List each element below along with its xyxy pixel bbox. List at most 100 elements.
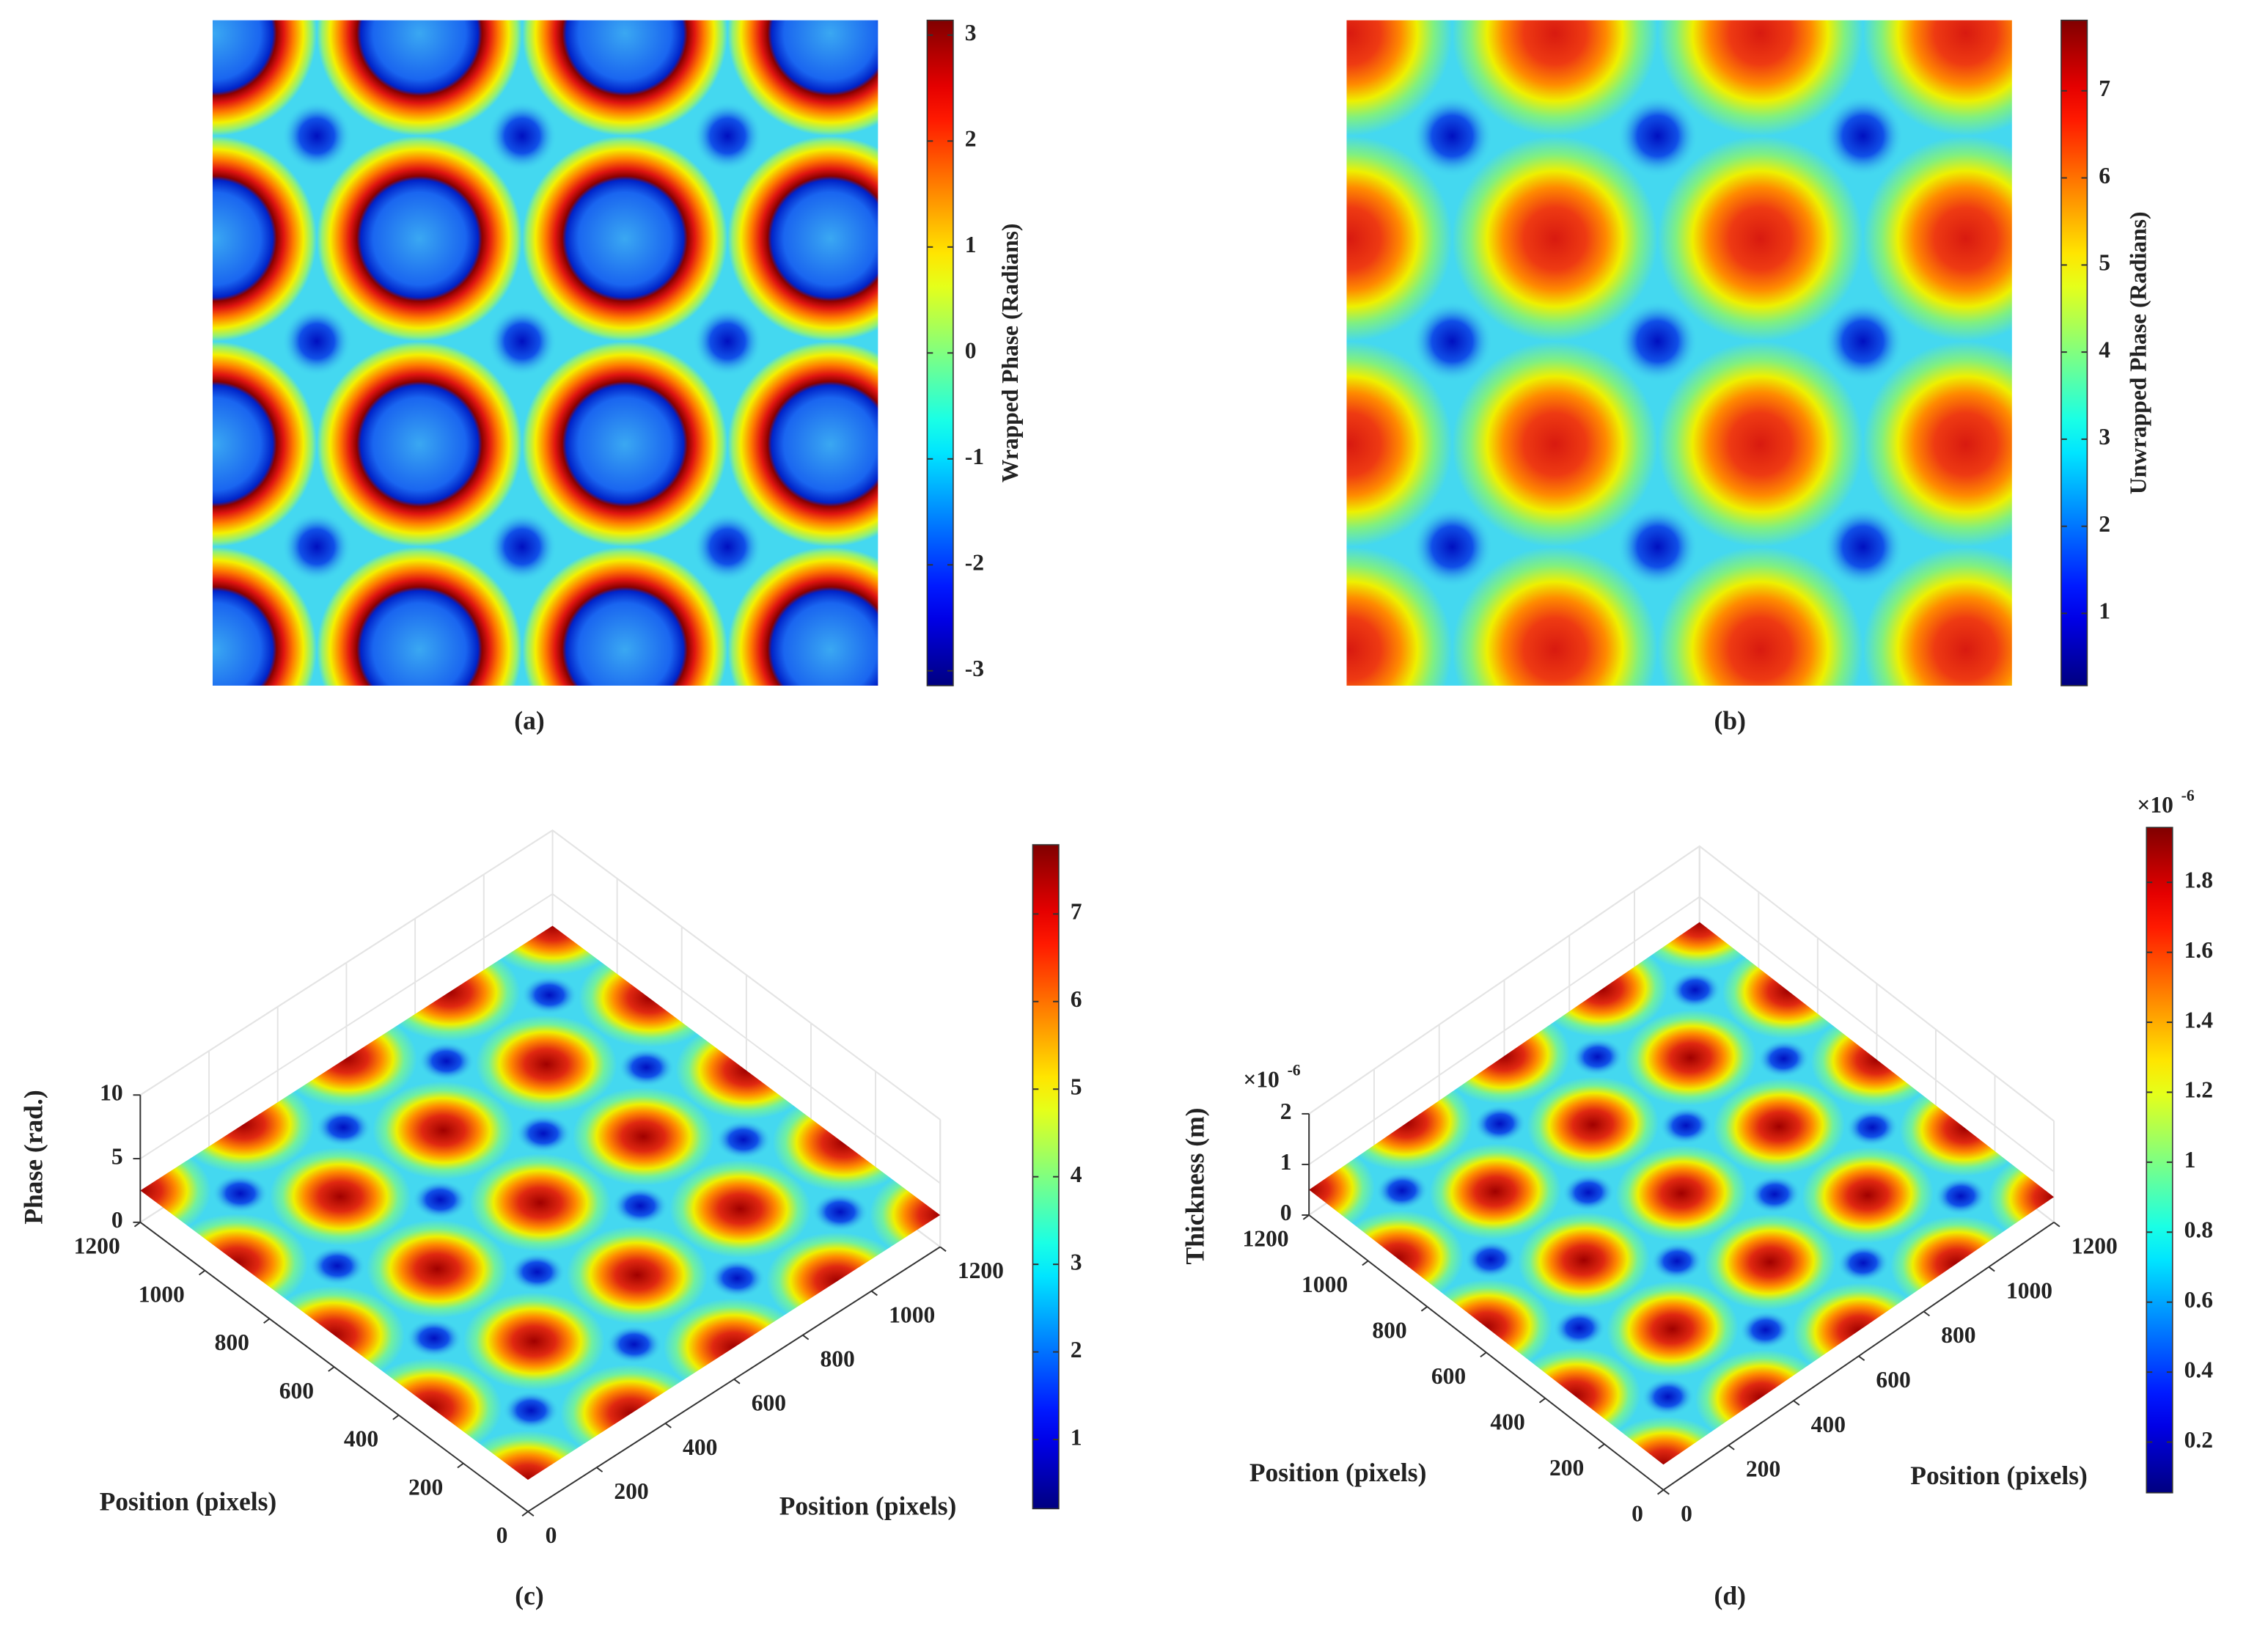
x-tick-label: 800 bbox=[1372, 1318, 1406, 1343]
x-tick-label: 200 bbox=[1549, 1455, 1584, 1481]
y-tick-label: 0 bbox=[546, 1522, 557, 1548]
colorbar-tick-label: 6 bbox=[2099, 163, 2110, 188]
colorbar-tick-label: -3 bbox=[965, 656, 984, 681]
z-axis-label: Thickness (m) bbox=[1180, 1108, 1209, 1265]
colorbar-tick-label: 5 bbox=[2099, 250, 2110, 276]
colorbar-exponent: -6 bbox=[2181, 787, 2195, 804]
colorbar-tick-label: 2 bbox=[965, 126, 977, 152]
x-tick bbox=[1538, 1398, 1546, 1404]
x-tick-label: 1000 bbox=[1302, 1272, 1348, 1297]
y-tick bbox=[1662, 1489, 1670, 1495]
x-tick-label: 1000 bbox=[139, 1281, 185, 1307]
z-axis-label: Phase (rad.) bbox=[18, 1090, 48, 1224]
z-tick-label: 10 bbox=[100, 1079, 123, 1105]
grid-line bbox=[1308, 895, 2055, 1173]
y-tick bbox=[870, 1290, 878, 1296]
y-tick bbox=[939, 1246, 947, 1252]
colorbar-tick-label: 2 bbox=[2099, 511, 2110, 537]
x-axis-label: Position (pixels) bbox=[100, 1487, 277, 1516]
grid-line bbox=[139, 829, 941, 1120]
colorbar-tick-label: 7 bbox=[1071, 899, 1082, 925]
colorbar-tick-label: 5 bbox=[1071, 1074, 1082, 1100]
y-tick-label: 200 bbox=[614, 1478, 648, 1504]
y-tick-label: 800 bbox=[1941, 1322, 1975, 1348]
y-tick bbox=[1793, 1400, 1800, 1406]
y-tick bbox=[1728, 1445, 1735, 1450]
y-tick-label: 1200 bbox=[958, 1258, 1004, 1283]
y-tick-label: 600 bbox=[752, 1390, 786, 1416]
colorbar-tick-label: 1.6 bbox=[2184, 937, 2213, 963]
colorbar-label: Unwrapped Phase (Radians) bbox=[2126, 211, 2151, 494]
x-tick bbox=[1656, 1489, 1665, 1495]
y-tick-label: 800 bbox=[820, 1346, 854, 1371]
y-tick bbox=[802, 1334, 810, 1340]
y-tick-label: 400 bbox=[1811, 1412, 1846, 1437]
x-tick-label: 200 bbox=[408, 1474, 443, 1500]
y-tick-label: 1000 bbox=[2006, 1277, 2052, 1303]
x-tick bbox=[1598, 1443, 1605, 1450]
colorbar bbox=[2146, 826, 2173, 1494]
y-tick-label: 1200 bbox=[2071, 1233, 2118, 1259]
x-tick bbox=[521, 1511, 529, 1517]
x-tick bbox=[263, 1318, 271, 1324]
colorbar-tick-label: 1 bbox=[965, 232, 977, 257]
x-tick-label: 600 bbox=[279, 1378, 314, 1404]
x-tick bbox=[457, 1462, 464, 1469]
y-tick bbox=[1988, 1266, 1995, 1272]
y-tick-label: 400 bbox=[683, 1434, 717, 1460]
colorbar-tick-label: 7 bbox=[2099, 76, 2110, 101]
x-tick bbox=[198, 1269, 206, 1276]
x-tick bbox=[1420, 1306, 1428, 1312]
surface bbox=[1309, 922, 2055, 1465]
y-tick bbox=[733, 1379, 741, 1384]
colorbar-tick-label: 1.4 bbox=[2184, 1007, 2214, 1032]
colorbar-tick-label: 1 bbox=[2099, 598, 2110, 624]
colorbar-tick-label: 3 bbox=[2099, 424, 2110, 450]
heatmap-image bbox=[1346, 20, 2012, 686]
colorbar-tick-label: 0.8 bbox=[2184, 1217, 2213, 1243]
z-tick-label: 1 bbox=[1280, 1149, 1292, 1175]
y-tick bbox=[1923, 1310, 1931, 1317]
colorbar-tick-label: 4 bbox=[2099, 337, 2110, 362]
y-tick-label: 0 bbox=[1681, 1501, 1692, 1527]
x-tick-label: 400 bbox=[344, 1426, 378, 1452]
x-tick-label: 800 bbox=[215, 1329, 249, 1355]
x-tick-label: 0 bbox=[496, 1522, 508, 1548]
colorbar-tick-label: 1 bbox=[1071, 1424, 1082, 1450]
panel-label: (c) bbox=[515, 1581, 543, 1610]
y-tick bbox=[527, 1511, 535, 1517]
x-tick-label: 400 bbox=[1490, 1409, 1524, 1435]
colorbar-tick-label: 0.4 bbox=[2184, 1357, 2214, 1382]
y-tick bbox=[596, 1467, 603, 1472]
z-tick-label: 5 bbox=[111, 1143, 123, 1169]
colorbar-tick-label: 2 bbox=[1071, 1337, 1082, 1362]
colorbar bbox=[2060, 19, 2088, 686]
surface bbox=[140, 925, 941, 1480]
z-tick-label: 2 bbox=[1280, 1098, 1292, 1124]
x-tick-label: 0 bbox=[1632, 1501, 1643, 1527]
x-axis-label: Position (pixels) bbox=[1249, 1458, 1427, 1487]
z-tick-label: 0 bbox=[111, 1207, 123, 1233]
panel-label: (d) bbox=[1714, 1581, 1746, 1610]
colorbar-multiplier: ×10 bbox=[2137, 792, 2173, 818]
colorbar-tick-label: 1.2 bbox=[2184, 1077, 2213, 1103]
x-tick-label: 1200 bbox=[1242, 1226, 1288, 1252]
z-exponent: -6 bbox=[1288, 1062, 1301, 1079]
colorbar-tick-label: 4 bbox=[1071, 1162, 1082, 1187]
colorbar-tick-label: 3 bbox=[1071, 1249, 1082, 1274]
z-multiplier: ×10 bbox=[1243, 1067, 1280, 1093]
x-tick-label: 600 bbox=[1431, 1363, 1466, 1389]
y-tick bbox=[664, 1423, 672, 1428]
colorbar-tick-label: 0.2 bbox=[2184, 1427, 2213, 1453]
y-tick-label: 600 bbox=[1876, 1367, 1910, 1393]
panel-label: (b) bbox=[1714, 705, 1746, 735]
y-tick-label: 200 bbox=[1746, 1456, 1780, 1482]
colorbar-tick-label: -2 bbox=[965, 550, 984, 576]
colorbar-tick-label: 0.6 bbox=[2184, 1287, 2213, 1313]
y-tick-label: 1000 bbox=[889, 1302, 935, 1327]
z-tick-label: 0 bbox=[1280, 1200, 1292, 1225]
y-axis-label: Position (pixels) bbox=[1910, 1461, 2088, 1490]
y-tick bbox=[2053, 1222, 2060, 1228]
surface-patch bbox=[1309, 922, 2055, 1465]
